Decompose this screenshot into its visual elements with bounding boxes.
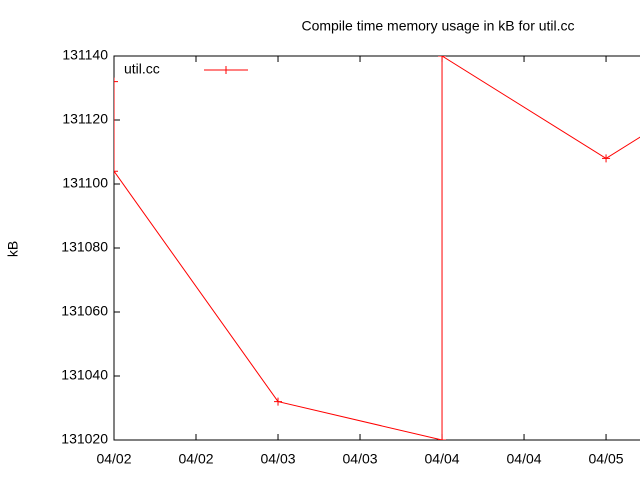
y-tick-label: 131120: [62, 111, 108, 127]
y-tick-label: 131140: [62, 47, 108, 63]
point-marker: [602, 154, 611, 163]
plot-area: [114, 56, 640, 440]
x-tick-label: 04/02: [178, 451, 213, 467]
series-line: [114, 56, 640, 440]
y-tick-label: 131100: [62, 175, 108, 191]
x-tick-label: 04/05: [589, 451, 624, 467]
legend-marker: [222, 66, 230, 74]
y-tick-label: 131060: [61, 303, 108, 319]
legend-label: util.cc: [124, 61, 160, 77]
plot-border: [113, 55, 640, 441]
point-marker: [438, 436, 447, 440]
y-tick-label: 131080: [61, 239, 108, 255]
y-axis-label: kB: [5, 241, 21, 257]
x-tick-label: 04/03: [343, 451, 378, 467]
chart-title: Compile time memory usage in kB for util…: [301, 18, 574, 34]
point-marker: [274, 397, 283, 406]
x-tick-label: 04/02: [96, 451, 131, 467]
y-tick-label: 131020: [61, 431, 108, 447]
x-tick-label: 04/04: [425, 451, 460, 467]
point-marker: [438, 56, 447, 60]
x-tick-label: 04/03: [260, 451, 295, 467]
y-tick-label: 131040: [61, 367, 108, 383]
point-marker: [114, 167, 118, 176]
point-marker: [114, 77, 118, 86]
x-tick-label: 04/04: [507, 451, 542, 467]
